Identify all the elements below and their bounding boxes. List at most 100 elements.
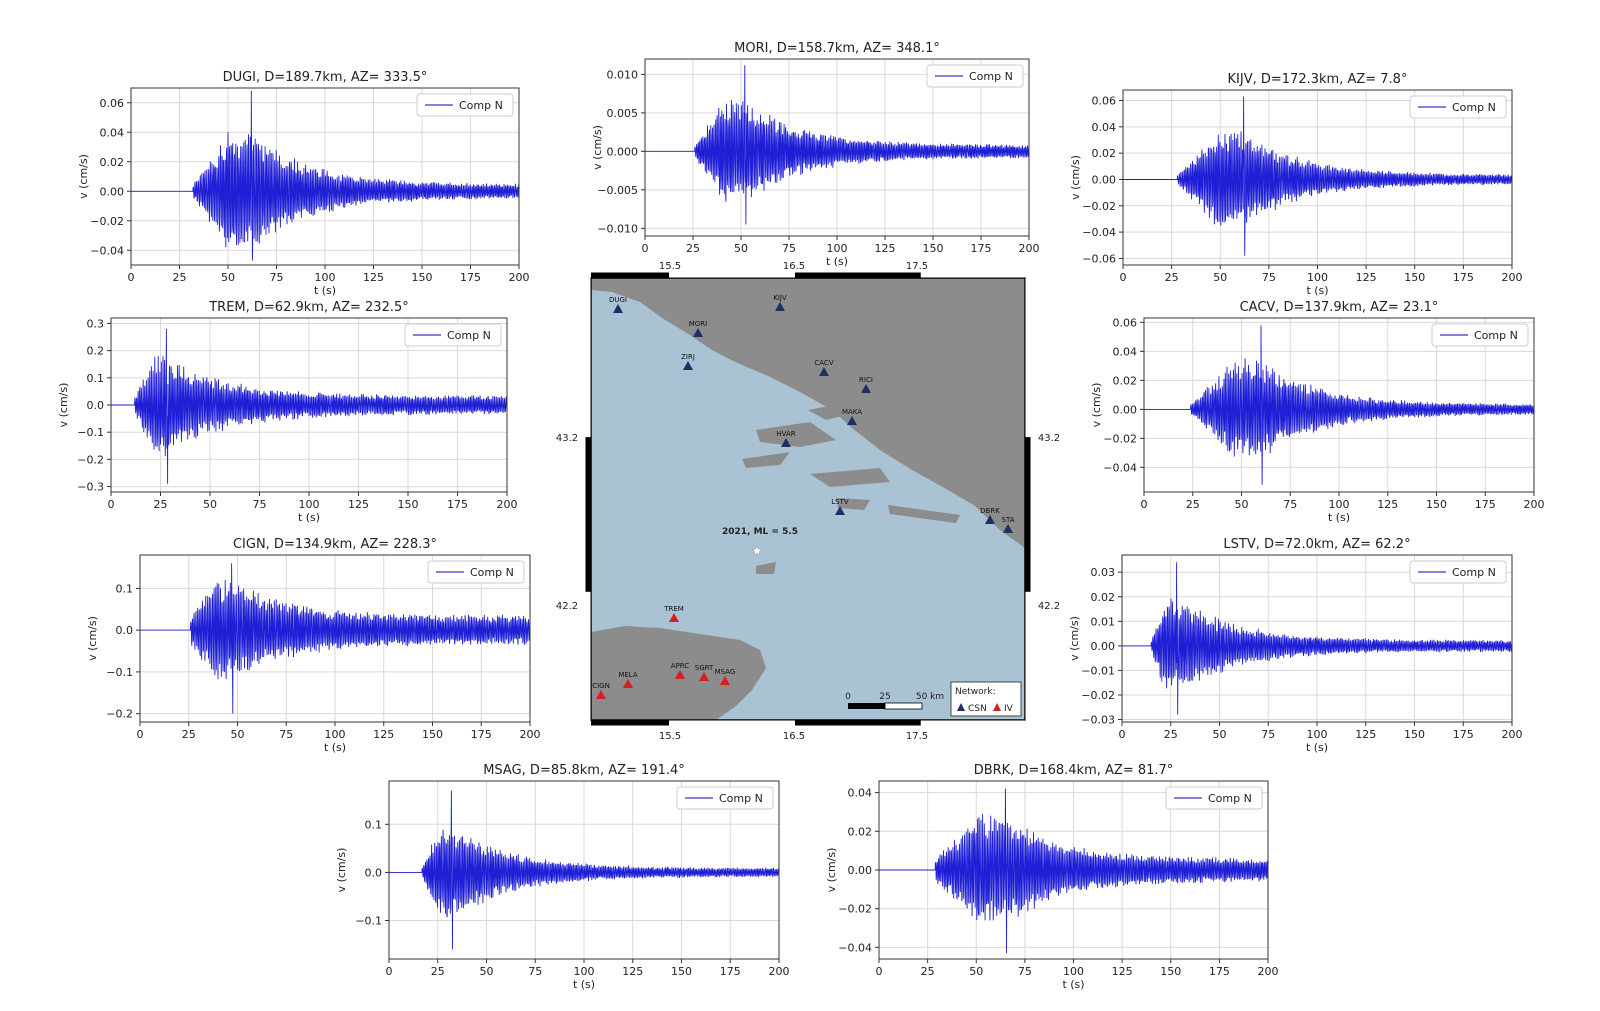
legend-entry-comp-n: Comp N: [969, 70, 1013, 83]
station-marker: [985, 515, 995, 524]
x-tick-label: 50: [203, 498, 217, 511]
station-marker: [775, 302, 785, 311]
y-tick-label: −0.01: [1081, 664, 1115, 677]
x-tick-label: 0: [108, 498, 115, 511]
series-line-comp-n: [111, 328, 508, 484]
station-marker: [623, 679, 633, 688]
y-tick-label: 0.00: [1092, 173, 1117, 186]
station-kijv: KIJV: [773, 294, 787, 311]
x-tick-label: 25: [1186, 498, 1200, 511]
y-tick-label: 0.3: [87, 317, 105, 330]
station-label: DUGI: [609, 296, 627, 304]
y-tick-label: 0.04: [848, 787, 873, 800]
y-tick-label: −0.005: [597, 184, 638, 197]
y-tick-label: 0.00: [100, 185, 125, 198]
panel-title: DBRK, D=168.4km, AZ= 81.7°: [974, 763, 1174, 778]
series-line-comp-n: [1123, 96, 1513, 256]
map-lon-tick-label: 16.5: [783, 261, 805, 272]
x-tick-label: 175: [1453, 728, 1474, 741]
series-line-comp-n: [1122, 562, 1513, 715]
x-tick-label: 200: [1019, 242, 1040, 255]
x-axis-label: t (s): [826, 255, 848, 268]
y-tick-label: 0.005: [607, 107, 639, 120]
station-trem: TREM: [663, 605, 684, 622]
x-tick-label: 0: [1120, 271, 1127, 284]
y-tick-label: −0.02: [838, 903, 872, 916]
x-tick-label: 175: [971, 242, 992, 255]
x-tick-label: 50: [969, 965, 983, 978]
x-tick-label: 175: [460, 271, 481, 284]
x-tick-label: 200: [1502, 271, 1523, 284]
y-tick-label: −0.3: [77, 481, 104, 494]
y-tick-label: 0.1: [365, 818, 383, 831]
station-msag: MSAG: [715, 668, 735, 685]
seismogram-kijv: 0 25 50 75 100 125 150 175 200 −0.06 −0.04 −0.02 0.0…: [1069, 72, 1523, 297]
x-tick-label: 50: [221, 271, 235, 284]
x-tick-label: 100: [1063, 965, 1084, 978]
seismogram-dbrk: 0 25 50 75 100 125 150 175 200 −0.04 −0.02 0.00 0.02…: [825, 763, 1279, 991]
legend-entry-comp-n: Comp N: [1208, 792, 1252, 805]
map-island: [756, 422, 836, 447]
legend: Comp N: [1409, 95, 1507, 119]
legend: Comp N: [404, 323, 502, 347]
station-label: RICI: [859, 376, 873, 384]
station-label: MORI: [689, 320, 707, 328]
map-island: [888, 505, 960, 523]
station-label: CIGN: [592, 682, 610, 690]
station-dugi: DUGI: [609, 296, 627, 313]
station-label: TREM: [663, 605, 684, 613]
scalebar-label: 50 km: [916, 692, 944, 702]
station-map: 15.5 15.5 16.5 16.5 17.5 17.5 43.2 43.2 42.2 42.2…: [556, 261, 1060, 742]
series-line-comp-n: [645, 65, 1030, 225]
x-axis-label: t (s): [1306, 741, 1328, 754]
y-tick-label: 0.04: [1092, 121, 1117, 134]
x-tick-label: 25: [154, 498, 168, 511]
x-tick-label: 100: [315, 271, 336, 284]
x-tick-label: 25: [431, 965, 445, 978]
x-tick-label: 200: [1258, 965, 1279, 978]
x-tick-label: 50: [1213, 271, 1227, 284]
series-line-comp-n: [1144, 325, 1535, 485]
station-marker: [683, 361, 693, 370]
map-lon-tick-label: 17.5: [906, 731, 928, 742]
x-tick-label: 0: [137, 728, 144, 741]
x-tick-label: 175: [471, 728, 492, 741]
legend-box: [404, 323, 502, 347]
y-tick-label: −0.02: [1081, 689, 1115, 702]
legend: Comp N: [1409, 560, 1507, 584]
y-tick-label: 0.04: [1113, 345, 1138, 358]
x-tick-label: 50: [480, 965, 494, 978]
map-lat-tick-label: 42.2: [556, 601, 578, 612]
legend: Comp N: [427, 560, 525, 584]
y-axis-label: v (cm/s): [77, 154, 90, 199]
x-tick-label: 175: [720, 965, 741, 978]
station-marker: [596, 690, 606, 699]
scalebar-label: 25: [879, 692, 890, 702]
x-tick-label: 50: [734, 242, 748, 255]
x-tick-label: 75: [1261, 728, 1275, 741]
y-tick-label: 0.00: [1091, 640, 1116, 653]
station-label: ZIRJ: [681, 353, 695, 361]
station-label: APRC: [671, 662, 690, 670]
y-axis-label: v (cm/s): [335, 848, 348, 893]
station-marker: [675, 670, 685, 679]
x-tick-label: 175: [1475, 498, 1496, 511]
scalebar-black: [848, 703, 885, 709]
seismogram-cign: 0 25 50 75 100 125 150 175 200 −0.2 −0.1 0.0 0.1 CIGN…: [86, 537, 541, 754]
x-tick-label: 125: [1377, 498, 1398, 511]
station-marker: [781, 438, 791, 447]
scalebar-white: [884, 702, 923, 710]
x-tick-label: 50: [1213, 728, 1227, 741]
station-label: SGRT: [695, 664, 714, 672]
x-tick-label: 75: [253, 498, 267, 511]
y-tick-label: −0.04: [1103, 461, 1137, 474]
y-tick-label: 0.02: [1091, 591, 1116, 604]
x-tick-label: 125: [622, 965, 643, 978]
y-tick-label: −0.02: [1082, 200, 1116, 213]
x-tick-label: 0: [642, 242, 649, 255]
station-marker: [669, 613, 679, 622]
x-tick-label: 125: [1356, 271, 1377, 284]
y-tick-label: 0.00: [1113, 403, 1138, 416]
x-tick-label: 150: [398, 498, 419, 511]
station-label: MELA: [618, 671, 638, 679]
